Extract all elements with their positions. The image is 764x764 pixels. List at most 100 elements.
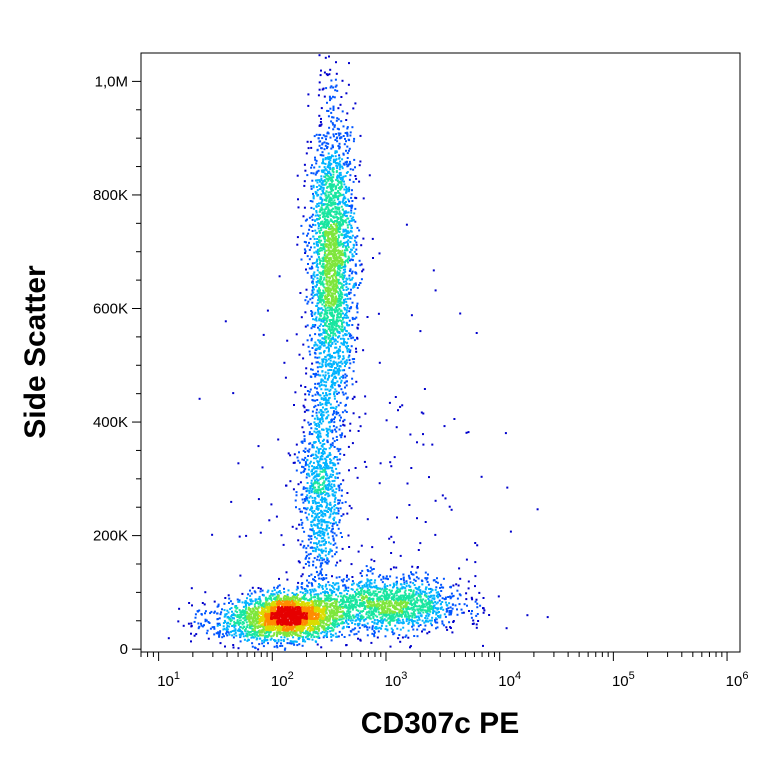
data-point	[307, 263, 309, 265]
data-point	[328, 369, 331, 371]
data-point	[317, 636, 320, 639]
data-point	[352, 286, 355, 289]
data-point	[350, 207, 353, 210]
data-point	[474, 600, 477, 603]
data-point	[243, 638, 246, 641]
data-point	[339, 337, 342, 340]
data-point	[338, 312, 341, 315]
data-point	[402, 586, 405, 589]
data-point	[237, 647, 240, 650]
data-point	[312, 223, 314, 226]
data-point	[215, 632, 218, 635]
data-point	[348, 178, 351, 181]
data-point	[340, 310, 343, 313]
data-point	[338, 414, 341, 417]
data-point	[313, 588, 316, 591]
data-point	[318, 348, 321, 350]
data-point	[231, 616, 234, 619]
data-point	[342, 284, 345, 287]
data-point	[304, 325, 307, 328]
data-point	[316, 505, 319, 507]
data-point	[322, 475, 325, 478]
data-point	[249, 600, 252, 603]
data-point	[415, 621, 418, 624]
data-point	[306, 499, 309, 502]
data-point	[314, 224, 317, 227]
data-point	[425, 586, 428, 589]
data-point	[340, 185, 343, 187]
data-point	[346, 361, 349, 364]
data-point	[432, 612, 434, 615]
data-point	[224, 645, 226, 648]
data-point	[297, 483, 300, 486]
data-point	[319, 435, 322, 438]
data-point	[331, 122, 334, 125]
data-point	[316, 490, 318, 493]
data-point	[330, 469, 333, 472]
data-point	[401, 404, 404, 407]
data-point	[342, 578, 345, 581]
data-point	[355, 619, 358, 622]
data-point	[411, 621, 414, 624]
data-point	[343, 601, 346, 604]
data-point	[319, 314, 322, 317]
data-point	[278, 590, 281, 592]
data-point	[320, 388, 323, 391]
data-point	[337, 190, 339, 193]
data-point	[342, 197, 345, 200]
data-point	[340, 223, 343, 226]
data-point	[311, 527, 314, 530]
data-point	[253, 590, 256, 593]
data-point	[224, 614, 227, 617]
data-point	[341, 536, 343, 538]
data-point	[367, 614, 370, 617]
data-point	[318, 572, 321, 575]
data-point	[422, 628, 425, 631]
data-point	[332, 539, 335, 542]
data-point	[360, 617, 363, 620]
data-point	[382, 592, 385, 594]
data-point	[338, 297, 341, 300]
data-point	[318, 460, 321, 463]
data-point	[349, 333, 352, 336]
data-point	[293, 461, 296, 464]
data-point	[337, 187, 340, 190]
data-point	[200, 624, 203, 627]
data-point	[306, 518, 309, 521]
data-point	[228, 597, 231, 600]
data-point	[320, 226, 323, 229]
data-point	[263, 639, 266, 642]
data-point	[329, 403, 332, 406]
data-point	[345, 232, 348, 235]
data-point	[316, 356, 319, 359]
data-point	[308, 390, 311, 393]
data-point	[322, 406, 324, 409]
data-point	[334, 203, 337, 206]
data-point	[304, 507, 307, 510]
data-point	[386, 597, 389, 600]
data-point	[318, 312, 321, 315]
data-point	[349, 422, 352, 425]
data-point	[339, 319, 341, 322]
data-point	[232, 646, 235, 649]
data-point	[378, 597, 381, 600]
data-point	[439, 586, 441, 589]
data-point	[324, 207, 327, 210]
data-point	[321, 273, 324, 276]
data-point	[315, 478, 318, 481]
data-point	[333, 314, 335, 317]
data-point	[429, 610, 432, 613]
data-point	[342, 242, 344, 245]
data-point	[429, 622, 432, 625]
data-point	[321, 379, 324, 382]
data-point	[428, 609, 431, 611]
data-point	[331, 480, 334, 483]
data-point	[317, 225, 320, 227]
data-point	[332, 473, 334, 476]
data-point	[318, 253, 321, 256]
data-point	[294, 499, 297, 502]
data-point	[331, 531, 334, 534]
data-point	[326, 596, 329, 599]
data-point	[316, 366, 319, 369]
data-point	[238, 628, 241, 631]
